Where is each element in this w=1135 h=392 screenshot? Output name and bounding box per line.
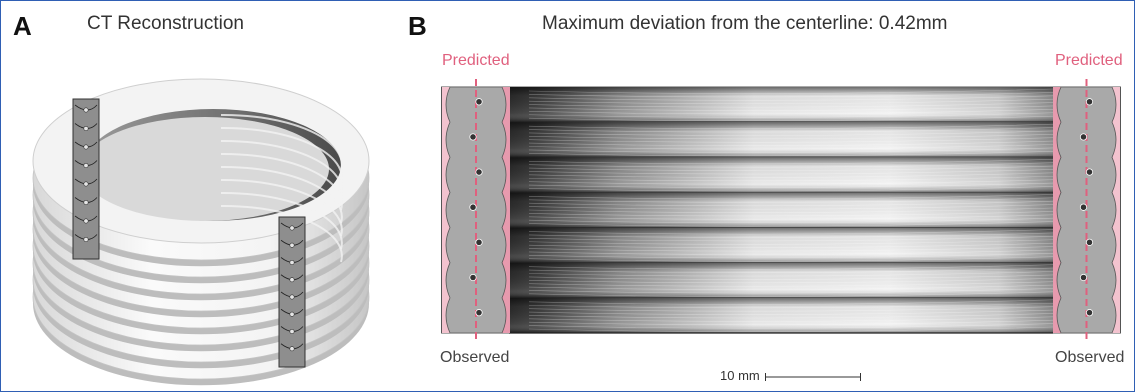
coil-cut-section — [72, 98, 100, 260]
observed-point — [1085, 98, 1094, 106]
panel-b-letter: B — [408, 11, 427, 41]
cross-section-image — [441, 79, 1121, 341]
coil-inner-ridge — [220, 165, 343, 224]
observed-point — [1085, 238, 1094, 246]
coil-inner-ridge — [220, 152, 343, 211]
coil-inner-floor — [81, 117, 329, 221]
panel-a-title: CT Reconstruction — [87, 13, 244, 34]
observed-point — [1079, 133, 1088, 141]
observed-point — [1085, 309, 1094, 317]
left-cross-section — [442, 79, 510, 341]
observed-label-left: Observed — [440, 349, 510, 366]
observed-point — [1079, 273, 1088, 282]
coil-inner-ridge — [220, 191, 343, 250]
observed-point — [1079, 203, 1088, 211]
coil-stripe — [509, 262, 1054, 299]
coil-stripe — [509, 192, 1054, 229]
coil-inner-ridge — [220, 126, 343, 185]
coil-stripe — [509, 227, 1054, 264]
observed-point — [469, 133, 477, 141]
observed-point — [475, 98, 483, 106]
coil-stripe — [509, 87, 1054, 123]
scale-bar — [765, 373, 861, 381]
ct-coil-illustration — [32, 78, 370, 386]
coil-stripe — [509, 157, 1054, 194]
scale-bar-label: 10 mm — [720, 368, 760, 383]
coil-stripe — [509, 297, 1054, 334]
observed-point — [475, 309, 483, 317]
panel-b-title: Maximum deviation from the centerline: 0… — [542, 13, 948, 34]
coil-stripe — [509, 122, 1054, 158]
coil-cut-section — [278, 216, 306, 368]
observed-point — [469, 273, 477, 282]
coil-inner-ridge — [220, 204, 343, 263]
predicted-label-left: Predicted — [442, 52, 510, 69]
observed-label-right: Observed — [1055, 349, 1125, 366]
observed-point — [1085, 168, 1094, 176]
coil-inner-ridge — [220, 113, 343, 172]
panel-a-letter: A — [13, 11, 32, 41]
observed-point — [469, 203, 477, 211]
observed-point — [475, 238, 483, 246]
coil-inner-ridge — [220, 178, 343, 237]
coil-cut-sections — [72, 98, 306, 368]
observed-point — [475, 168, 483, 176]
coil-inner-ridge — [220, 139, 343, 198]
predicted-label-right: Predicted — [1055, 52, 1123, 69]
coil-top-ring — [32, 78, 370, 263]
right-cross-section — [1053, 79, 1120, 341]
stripe-strip — [441, 86, 1121, 334]
